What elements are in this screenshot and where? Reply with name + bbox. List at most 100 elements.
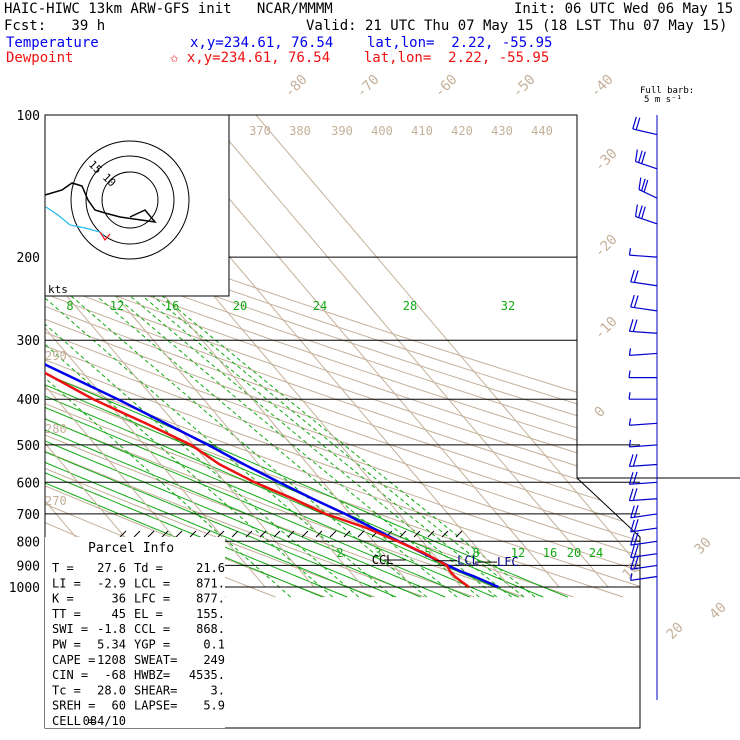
hatch-mark xyxy=(315,530,323,538)
wind-barb-flag xyxy=(630,573,633,581)
wind-barb-flag xyxy=(630,557,635,570)
isotherm-label: -10 xyxy=(592,314,621,343)
mixing-ratio-label: 5 xyxy=(424,546,431,560)
parcel-key: TT = xyxy=(52,607,81,621)
dry-adiabat-line xyxy=(45,115,326,598)
parcel-value: 155. xyxy=(196,607,225,621)
parcel-key: LCL = xyxy=(134,576,170,590)
wind-barb-flag xyxy=(632,319,638,332)
wind-barb-staff xyxy=(629,352,658,356)
dry-adiabat-label: 390 xyxy=(331,124,353,138)
hodograph-units: kts xyxy=(48,283,68,296)
wind-barb-staff xyxy=(638,188,658,199)
isotherm-label: -60 xyxy=(432,72,461,101)
dry-adiabat-line xyxy=(45,115,475,598)
parcel-key: SREH = xyxy=(52,699,95,713)
dry-adiabat-line xyxy=(45,115,640,598)
wind-barb-staff xyxy=(629,463,658,468)
hatch-mark xyxy=(203,530,211,538)
forecast-hour: Fcst: 39 h xyxy=(4,18,106,34)
dry-adiabat-line xyxy=(45,115,640,598)
wind-barb-flag xyxy=(630,505,635,518)
dewpoint-legend: Dewpoint xyxy=(6,50,74,66)
wind-barb-flag xyxy=(634,204,638,217)
mixing-ratio-label: 8 xyxy=(472,546,479,560)
mixing-ratio-line xyxy=(45,246,458,598)
dry-adiabat-label: 280 xyxy=(45,422,67,436)
dewpoint-profile xyxy=(45,115,470,589)
barb-legend-line2: 5 m s⁻¹ xyxy=(644,95,682,105)
hatch-mark xyxy=(119,530,127,538)
isotherm-line xyxy=(45,115,315,588)
parcel-key: Tc = xyxy=(52,683,81,697)
hatch-mark xyxy=(175,530,183,538)
dry-adiabat-line xyxy=(45,115,640,598)
dry-adiabat-line xyxy=(45,115,574,598)
parcel-key: SHEAR= xyxy=(134,683,177,697)
wind-barbs xyxy=(628,115,658,700)
wind-barb-staff xyxy=(629,254,658,258)
wind-barb-flag xyxy=(634,149,638,162)
wind-barb-staff xyxy=(630,281,658,287)
moist-adiabat-line xyxy=(45,256,470,598)
wind-barb-staff xyxy=(629,330,658,334)
pressure-tick-label: 800 xyxy=(17,535,40,550)
dry-adiabat-label: 430 xyxy=(491,124,513,138)
dry-adiabat-line xyxy=(45,115,640,598)
hatch-mark xyxy=(161,530,169,538)
dry-adiabat-label: 380 xyxy=(289,124,311,138)
hodograph-ring xyxy=(101,171,159,229)
parcel-title: Parcel Info xyxy=(88,541,174,556)
parcel-box-bg xyxy=(45,537,225,728)
wind-barb-flag xyxy=(633,505,639,518)
wind-barb-flag xyxy=(633,519,639,532)
wind-barb-flag xyxy=(628,488,634,501)
hatch-mark xyxy=(455,530,463,538)
dry-adiabat-line xyxy=(45,115,640,598)
mixing-ratio-label: 20 xyxy=(233,299,247,313)
dry-adiabat-label: 270 xyxy=(45,494,67,508)
model-title: HAIC-HIWC 13km ARW-GFS init NCAR/MMMM xyxy=(4,1,333,17)
mixing-ratio-label: 24 xyxy=(589,546,603,560)
parcel-value: 28.0 xyxy=(97,683,126,697)
dry-adiabat-line xyxy=(45,115,640,598)
mixing-ratio-label: 12 xyxy=(110,299,124,313)
mixing-ratio-label: 2 xyxy=(336,546,343,560)
parcel-value: 1208 xyxy=(97,653,126,667)
hodograph-ring xyxy=(85,155,175,245)
parcel-value: -68 xyxy=(104,668,126,682)
parcel-key: CAPE = xyxy=(52,653,95,667)
moist-adiabat-line xyxy=(45,256,372,598)
parcel-value: 868. xyxy=(196,622,225,636)
parcel-value: 27.6 xyxy=(97,561,126,575)
parcel-key: YGP = xyxy=(134,638,170,652)
dry-adiabat-label: 400 xyxy=(371,124,393,138)
mixing-ratio-label: 8 xyxy=(66,299,73,313)
pressure-tick-label: 200 xyxy=(17,251,40,266)
parcel-value: 871. xyxy=(196,576,225,590)
pressure-tick-label: 500 xyxy=(17,439,40,454)
level-marker-label: LFC xyxy=(497,555,519,569)
hatch-mark xyxy=(231,530,239,538)
dry-adiabat-line xyxy=(45,115,640,598)
mixing-ratio-line xyxy=(93,246,525,598)
dry-adiabat-line xyxy=(45,115,640,598)
temperature-location: x,y=234.61, 76.54 lat,lon= 2.22, -55.95 xyxy=(190,35,553,51)
hatch-mark xyxy=(301,530,309,538)
valid-time: Valid: 21 UTC Thu 07 May 15 (18 LST Thu … xyxy=(306,18,728,34)
wind-barb-flag xyxy=(628,248,632,256)
level-marker-label: LCL xyxy=(457,554,479,568)
wind-barb-flag xyxy=(638,177,642,190)
parcel-value: 0.1 xyxy=(203,638,225,652)
dry-adiabats xyxy=(45,115,640,598)
hatch-mark xyxy=(189,530,197,538)
hatch-mark xyxy=(343,530,351,538)
wind-barb-staff xyxy=(630,575,658,581)
dewpoint-location: ✩ x,y=234.61, 76.54 lat,lon= 2.22, -55.9… xyxy=(170,50,550,66)
wind-barb-flag xyxy=(630,294,635,308)
hatch-mark xyxy=(329,530,337,538)
wind-barb-flag xyxy=(633,270,639,283)
wind-barb-flag xyxy=(628,348,632,356)
